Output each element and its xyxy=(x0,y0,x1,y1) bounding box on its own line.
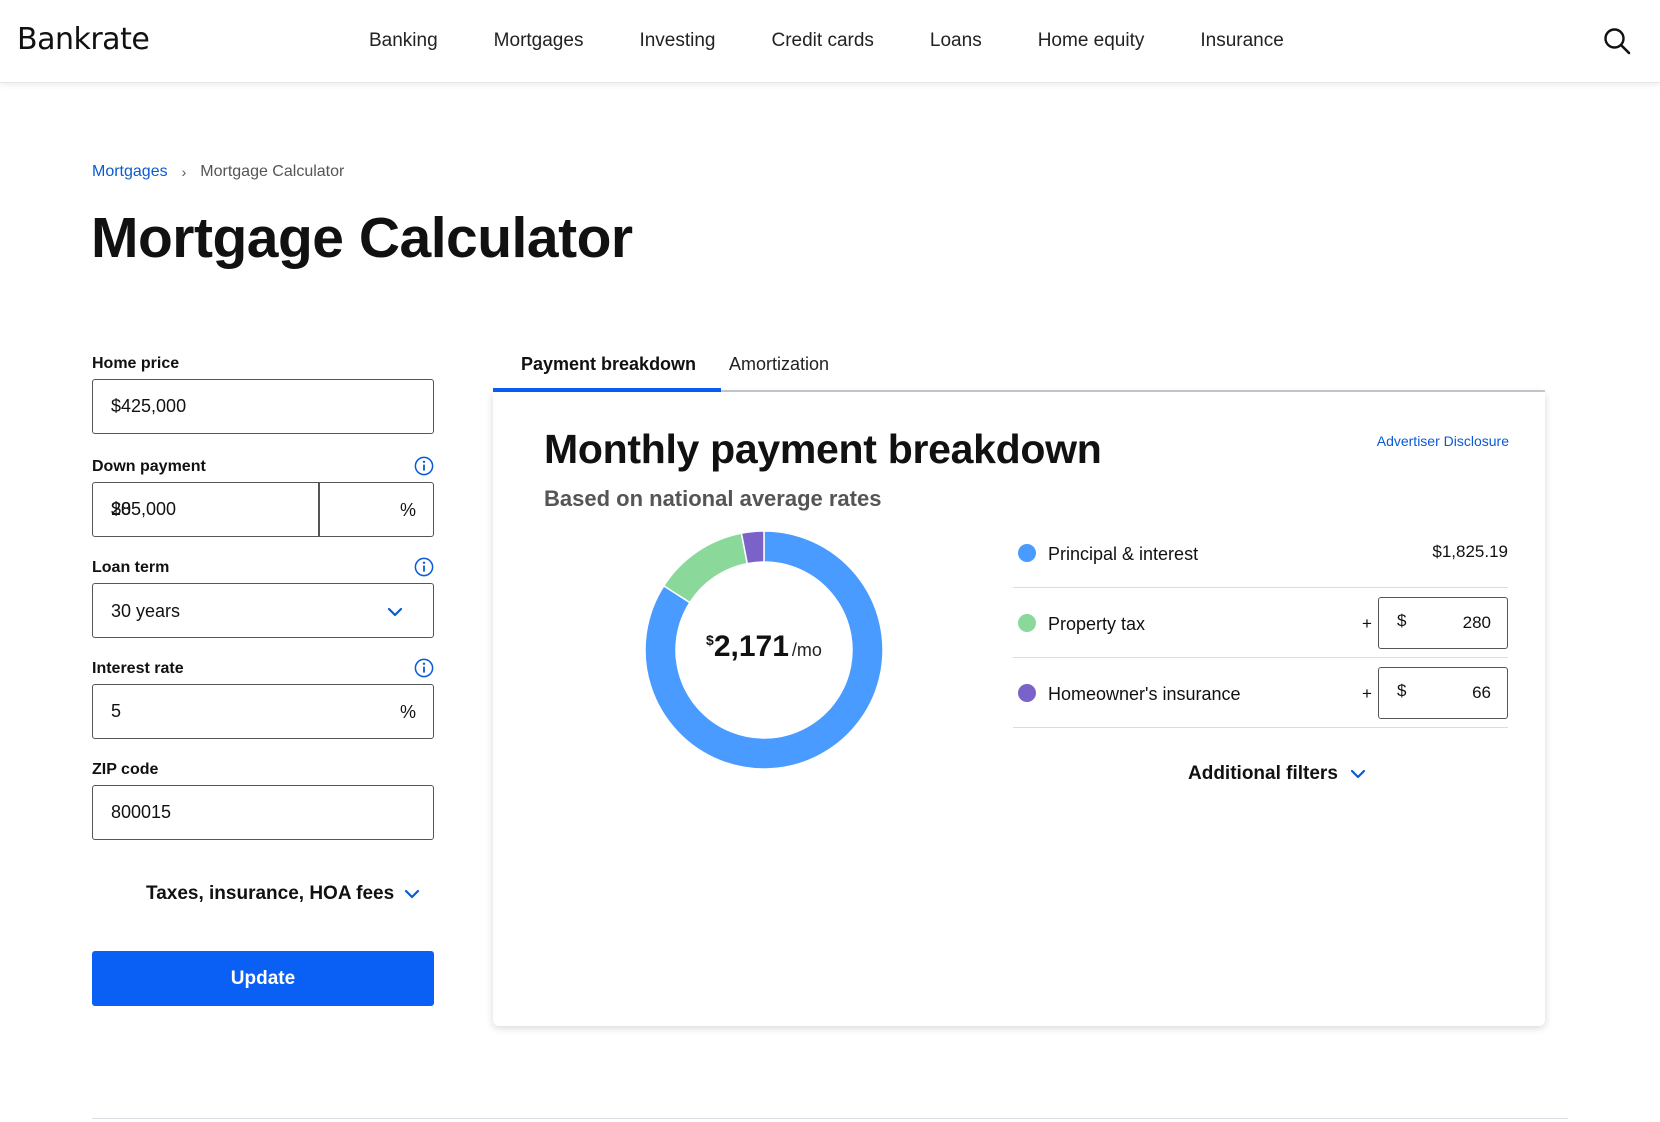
breadcrumb-separator: › xyxy=(181,164,187,180)
monthly-total: $2,171/mo xyxy=(644,630,884,664)
taxes-insurance-hoa-label: Taxes, insurance, HOA fees xyxy=(146,883,395,904)
monthly-total-currency: $ xyxy=(706,632,714,648)
chevron-down-icon xyxy=(387,607,403,617)
payment-donut-chart xyxy=(644,530,884,770)
tab-amortization[interactable]: Amortization xyxy=(729,354,830,374)
nav-investing[interactable]: Investing xyxy=(639,30,716,51)
homeowners-insurance-input[interactable] xyxy=(1419,668,1491,718)
nav-loans[interactable]: Loans xyxy=(929,30,982,51)
donut-segment-property-tax xyxy=(662,532,749,604)
legend-dot-principal-interest xyxy=(1018,544,1036,562)
additional-filters-toggle[interactable]: Additional filters xyxy=(1188,763,1366,785)
legend-label-principal-interest: Principal & interest xyxy=(1048,544,1199,564)
monthly-total-unit: /mo xyxy=(791,640,822,660)
legend-label-homeowners-insurance: Homeowner's insurance xyxy=(1048,684,1241,704)
chevron-down-icon xyxy=(405,889,420,899)
tab-divider xyxy=(721,390,1545,392)
nav-insurance[interactable]: Insurance xyxy=(1200,30,1284,51)
monthly-total-amount: 2,171 xyxy=(713,630,789,663)
loan-term-value: 30 years xyxy=(111,601,181,621)
nav-mortgages[interactable]: Mortgages xyxy=(493,30,584,51)
home-price-field[interactable] xyxy=(92,379,434,434)
additional-filters-label: Additional filters xyxy=(1188,763,1338,784)
home-price-label: Home price xyxy=(92,355,180,372)
page-title: Mortgage Calculator xyxy=(91,206,633,270)
principal-interest-value: $1,825.19 xyxy=(1432,542,1508,561)
donut-segment-principal-interest xyxy=(644,530,884,770)
tab-payment-breakdown[interactable]: Payment breakdown xyxy=(521,354,697,374)
breadcrumb-current: Mortgage Calculator xyxy=(200,163,345,180)
down-payment-info-icon[interactable] xyxy=(414,456,434,476)
breadcrumb: Mortgages › Mortgage Calculator xyxy=(92,163,344,181)
currency-symbol: $ xyxy=(1397,681,1407,700)
plus-sign: + xyxy=(1362,684,1372,703)
legend-row-homeowners-insurance: Homeowner's insurance + $ xyxy=(1013,658,1508,728)
main-nav: Banking Mortgages Investing Credit cards… xyxy=(369,30,1340,52)
down-payment-percent-input[interactable] xyxy=(111,483,351,536)
footer-divider xyxy=(92,1118,1568,1119)
currency-symbol: $ xyxy=(1397,611,1407,630)
down-payment-label: Down payment xyxy=(92,458,206,475)
interest-rate-input[interactable] xyxy=(111,685,351,738)
interest-rate-info-icon[interactable] xyxy=(414,658,434,678)
loan-term-select[interactable]: 30 years xyxy=(92,583,434,638)
property-tax-field[interactable]: $ xyxy=(1378,597,1508,649)
nav-home-equity[interactable]: Home equity xyxy=(1037,30,1145,51)
active-tab-indicator xyxy=(493,388,721,392)
search-icon[interactable] xyxy=(1602,26,1632,56)
site-header: Bankrate Banking Mortgages Investing Cre… xyxy=(0,0,1660,83)
chevron-down-icon xyxy=(1350,769,1366,779)
taxes-insurance-hoa-toggle[interactable]: Taxes, insurance, HOA fees xyxy=(146,883,420,905)
interest-rate-label: Interest rate xyxy=(92,660,184,677)
homeowners-insurance-field[interactable]: $ xyxy=(1378,667,1508,719)
advertiser-disclosure-link[interactable]: Advertiser Disclosure xyxy=(1376,433,1509,449)
nav-banking[interactable]: Banking xyxy=(369,30,438,51)
percent-suffix: % xyxy=(399,500,416,520)
update-button[interactable]: Update xyxy=(92,951,434,1006)
legend-dot-homeowners-insurance xyxy=(1018,684,1036,702)
donut-segment-homeowners-insurance xyxy=(740,530,765,565)
breadcrumb-mortgages-link[interactable]: Mortgages xyxy=(92,163,168,180)
zip-code-input[interactable] xyxy=(111,786,351,839)
interest-rate-field[interactable]: % xyxy=(92,684,434,739)
down-payment-field[interactable]: % xyxy=(92,482,434,537)
legend-label-property-tax: Property tax xyxy=(1048,614,1146,634)
nav-credit-cards[interactable]: Credit cards xyxy=(771,30,874,51)
plus-sign: + xyxy=(1362,614,1372,633)
interest-rate-suffix: % xyxy=(399,702,416,722)
legend-dot-property-tax xyxy=(1018,614,1036,632)
legend-row-property-tax: Property tax + $ xyxy=(1013,588,1508,658)
property-tax-input[interactable] xyxy=(1419,598,1491,648)
bankrate-logo[interactable]: Bankrate xyxy=(17,22,150,57)
zip-code-label: ZIP code xyxy=(92,761,159,778)
breakdown-subtitle: Based on national average rates xyxy=(544,486,882,511)
loan-term-info-icon[interactable] xyxy=(414,557,434,577)
result-tabs: Payment breakdown Amortization xyxy=(493,354,1545,392)
home-price-input[interactable] xyxy=(111,380,351,433)
breakdown-title: Monthly payment breakdown xyxy=(544,426,1102,472)
legend-row-principal-interest: Principal & interest $1,825.19 xyxy=(1013,518,1508,588)
payment-breakdown-card: Monthly payment breakdown Based on natio… xyxy=(493,392,1545,1026)
zip-code-field[interactable] xyxy=(92,785,434,840)
loan-term-label: Loan term xyxy=(92,559,170,576)
